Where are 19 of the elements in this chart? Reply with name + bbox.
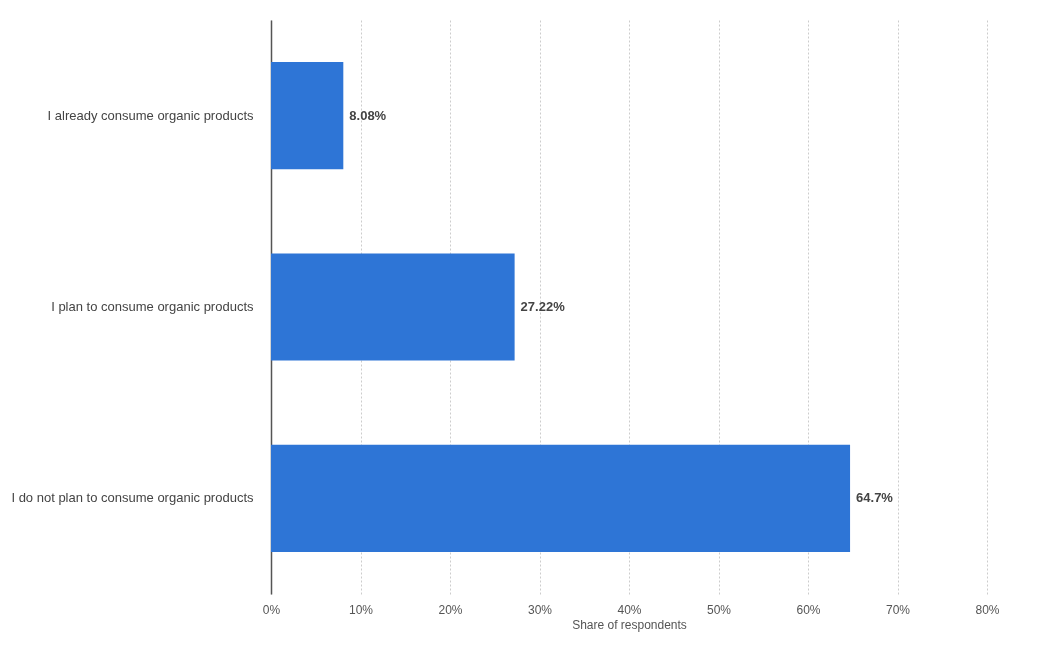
x-tick-label: 80% xyxy=(975,602,1000,617)
x-tick-label: 70% xyxy=(885,602,911,617)
x-tick-label: 10% xyxy=(348,602,374,617)
x-tick-label: 0% xyxy=(262,602,281,617)
bar xyxy=(271,62,344,170)
x-tick-label: 60% xyxy=(796,602,821,617)
x-tick-label: 40% xyxy=(617,602,642,617)
bar xyxy=(271,253,515,361)
data-label: 27.22% xyxy=(520,299,566,314)
bar xyxy=(271,444,851,552)
y-tick-label: I plan to consume organic products xyxy=(51,299,254,314)
x-tick-label: 50% xyxy=(706,602,732,617)
data-label: 8.08% xyxy=(349,107,387,123)
y-tick-label: I do not plan to consume organic products xyxy=(11,490,254,506)
x-axis-title: Share of respondents xyxy=(572,617,687,632)
y-tick-label: I already consume organic products xyxy=(47,107,254,123)
x-tick-label: 30% xyxy=(527,602,553,617)
x-tick-label: 20% xyxy=(438,602,463,617)
data-label: 64.7% xyxy=(856,490,894,506)
